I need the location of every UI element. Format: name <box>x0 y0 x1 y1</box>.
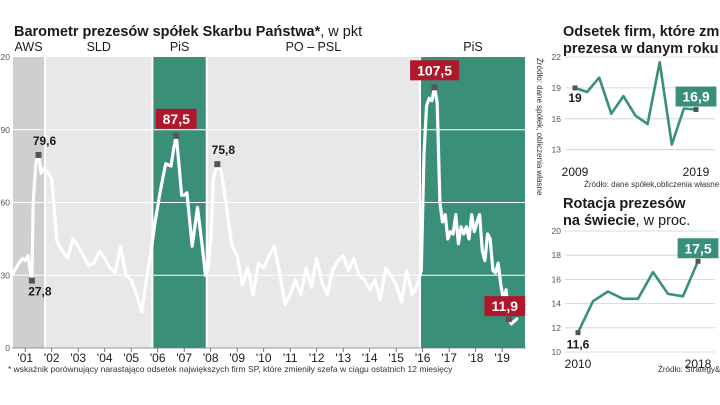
y-tick-30: 30 <box>1 270 11 280</box>
r2-line <box>576 260 700 334</box>
r1-marker-0 <box>572 85 578 91</box>
rotation-series <box>576 260 700 334</box>
data-marker-4 <box>431 84 438 91</box>
data-labels: 27,8 79,6 87,5 75,8 107,5 11,9 <box>28 60 526 323</box>
r2-marker-0 <box>575 330 581 336</box>
r1-x-tick-2009: 2009 <box>562 165 589 179</box>
ceo-change-y-ticks: 13 16 19 22 <box>552 52 562 155</box>
x-tick-'04: '04 <box>97 351 113 365</box>
r1-y-tick-16: 16 <box>552 114 562 124</box>
r1-marker-1 <box>693 107 699 113</box>
r1-label-1-box <box>675 86 717 107</box>
r2-marker-1 <box>695 258 701 264</box>
r2-y-tick-20: 20 <box>552 226 562 236</box>
r1-line <box>574 60 697 146</box>
y-axis-ticks: 0 30 60 90 120 <box>0 52 10 353</box>
x-tick-'07: '07 <box>176 351 192 365</box>
x-tick-'08: '08 <box>203 351 219 365</box>
barometer-chart: Barometr prezesów spółek Skarbu Państwa*… <box>0 24 544 374</box>
r2-label-1-box <box>677 238 719 259</box>
x-tick-'03: '03 <box>70 351 86 365</box>
r2-x-tick-2010: 2010 <box>565 357 592 371</box>
y-tick-0: 0 <box>5 343 10 353</box>
era-label-2: PiS <box>170 40 189 54</box>
ceo-rotation-chart: Rotacja prezesów na świecie, w proc. 101… <box>552 196 720 374</box>
ceo-change-labels: 19 16,9 <box>568 85 717 113</box>
y-tick-120: 120 <box>0 52 10 62</box>
ceo-change-title-line1: Odsetek firm, które zmieniły <box>563 24 720 40</box>
rotation-labels: 11,6 17,5 <box>567 238 719 352</box>
r2-label-0: 11,6 <box>567 338 590 352</box>
r2-label-1: 17,5 <box>684 240 711 256</box>
x-tick-'14: '14 <box>362 351 378 365</box>
x-tick-'15: '15 <box>388 351 404 365</box>
ceo-change-source: Źródło: dane spółek,obliczenia własne <box>584 180 720 189</box>
x-tick-'19: '19 <box>494 351 510 365</box>
barometer-source: Źródło: dane spółek, obliczenia własne <box>535 58 544 196</box>
data-label-3: 75,8 <box>212 143 236 157</box>
ceo-change-x-ticks: 2009 2019 <box>562 165 710 179</box>
x-tick-'06: '06 <box>150 351 166 365</box>
barometer-line <box>10 85 519 326</box>
x-tick-'01: '01 <box>17 351 33 365</box>
barometer-title: Barometr prezesów spółek Skarbu Państwa*… <box>14 24 362 40</box>
y-tick-90: 90 <box>1 125 11 135</box>
data-marker-1 <box>35 151 42 158</box>
data-label-2-box <box>155 108 197 129</box>
rotation-source: Źródło: Strategy& <box>658 365 720 374</box>
ceo-change-title-line2: prezesa w danym roku <box>563 41 719 57</box>
rotation-title-line1: Rotacja prezesów <box>563 196 686 212</box>
r1-label-1: 16,9 <box>682 89 709 105</box>
x-tick-'02: '02 <box>44 351 60 365</box>
x-tick-'18: '18 <box>468 351 484 365</box>
x-tick-'10: '10 <box>256 351 272 365</box>
data-label-0: 27,8 <box>28 285 52 299</box>
rotation-y-ticks: 10 12 14 16 18 20 <box>552 226 562 357</box>
footnote: * wskaźnik porównujący narastająco odset… <box>8 364 453 374</box>
r2-y-tick-18: 18 <box>552 250 562 260</box>
ceo-change-chart: Odsetek firm, które zmieniły prezesa w d… <box>552 24 720 189</box>
era-label-4: PiS <box>463 40 482 54</box>
r1-y-tick-19: 19 <box>552 83 562 93</box>
x-tick-'05: '05 <box>123 351 139 365</box>
r2-y-tick-14: 14 <box>552 299 562 309</box>
r2-y-tick-12: 12 <box>552 323 562 333</box>
data-label-2: 87,5 <box>163 111 190 127</box>
x-tick-'09: '09 <box>229 351 245 365</box>
barometer-series <box>10 85 519 326</box>
data-label-4: 107,5 <box>417 62 452 78</box>
r1-x-tick-2019: 2019 <box>683 165 710 179</box>
r2-x-tick-2018: 2018 <box>685 357 712 371</box>
data-marker-3 <box>214 161 221 168</box>
ceo-change-series <box>574 60 697 146</box>
x-tick-'17: '17 <box>441 351 457 365</box>
data-label-5-box <box>484 296 526 317</box>
data-marker-2 <box>173 132 180 139</box>
x-tick-'13: '13 <box>335 351 351 365</box>
data-label-5: 11,9 <box>492 298 519 314</box>
x-tick-'11: '11 <box>283 351 298 365</box>
era-label-0: AWS <box>15 40 43 54</box>
rotation-title-line2: na świecie, w proc. <box>563 213 690 229</box>
r2-y-tick-16: 16 <box>552 274 562 284</box>
data-marker-0 <box>28 277 35 284</box>
era-labels: AWS SLD PiS PO – PSL PiS <box>15 40 483 54</box>
rotation-x-ticks: 2010 2018 <box>565 357 712 371</box>
data-label-1: 79,6 <box>33 134 57 148</box>
y-tick-60: 60 <box>1 198 11 208</box>
x-axis-ticks: '01 '02 '03 '04 '05 '06 '07 '08 '09 '10 '11 '12 '13 '… <box>12 347 526 365</box>
x-tick-'12: '12 <box>309 351 325 365</box>
era-label-1: SLD <box>87 40 111 54</box>
r1-y-tick-22: 22 <box>552 52 562 62</box>
data-label-4-box <box>410 60 460 81</box>
data-marker-5 <box>505 316 512 323</box>
r1-y-tick-13: 13 <box>552 145 562 155</box>
r2-y-tick-10: 10 <box>552 347 562 357</box>
x-tick-'16: '16 <box>415 351 431 365</box>
r1-label-0: 19 <box>568 91 582 105</box>
era-label-3: PO – PSL <box>286 40 342 54</box>
